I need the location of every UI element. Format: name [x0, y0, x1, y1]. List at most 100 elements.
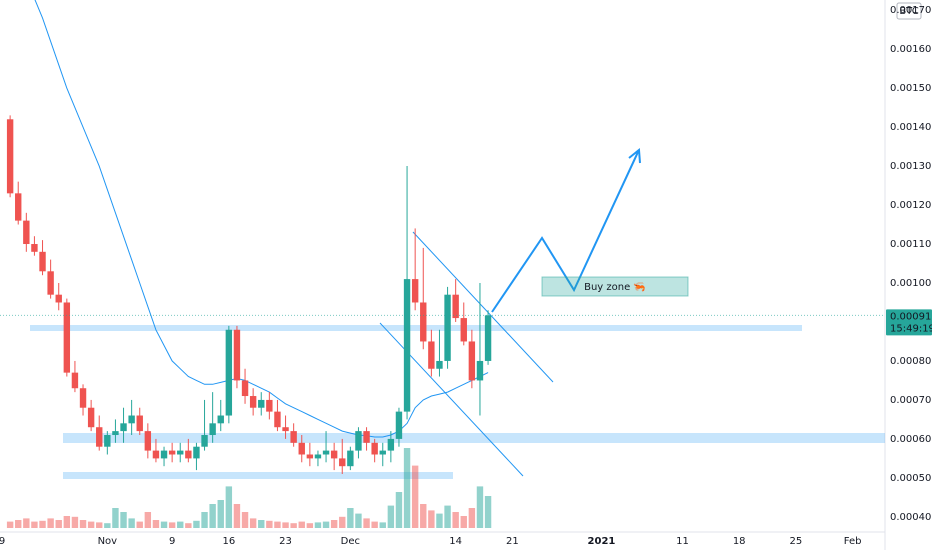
volume-bar [201, 512, 208, 528]
volume-bar [420, 504, 427, 528]
countdown-label: 15:49:19 [890, 323, 932, 334]
x-tick-label: 25 [790, 536, 803, 547]
candle-body [347, 450, 354, 467]
volume-bar [241, 512, 249, 528]
candle-body [436, 360, 443, 369]
volume-bar [6, 521, 14, 528]
volume-bar [411, 465, 419, 528]
volume-bar [39, 520, 46, 528]
volume-bar [428, 510, 435, 528]
volume-bar [168, 522, 176, 528]
volume-bar [330, 520, 338, 528]
candle-body [63, 302, 71, 373]
candle-body [136, 415, 143, 432]
candle-body [177, 450, 184, 455]
candle-body [39, 251, 46, 272]
x-tick-label: 23 [279, 536, 292, 547]
volume-bar [217, 500, 224, 528]
y-tick-label: 0.001700 [890, 5, 932, 16]
volume-bar [395, 492, 403, 528]
symbol-label: BTC [899, 6, 918, 17]
volume-bar [177, 521, 184, 528]
candle-body [403, 279, 411, 412]
volume-bar [209, 504, 216, 528]
volume-bar [15, 520, 22, 528]
candle-body [460, 318, 467, 342]
volume-bar [468, 508, 476, 528]
volume-bar [152, 520, 160, 528]
candle-body [395, 411, 403, 439]
volume-bar [87, 521, 95, 528]
candle-body [387, 438, 395, 451]
candle-body [15, 193, 22, 221]
candle-body [79, 388, 87, 408]
candle-body [87, 407, 95, 428]
candle-body [217, 415, 224, 424]
x-tick-label: Dec [341, 536, 360, 547]
volume-bar [363, 518, 370, 528]
volume-bar [160, 521, 168, 528]
candle-body [55, 294, 62, 303]
volume-bar [371, 521, 378, 528]
channel-line [379, 322, 524, 477]
buy-zone-label: Buy zone 🦐 [584, 282, 646, 293]
volume-bar [339, 516, 346, 528]
volume-bar [55, 520, 62, 528]
candle-body [363, 431, 370, 443]
candle-body [468, 341, 476, 381]
candle-body [282, 427, 289, 432]
volume-bar [128, 518, 135, 528]
candle-body [209, 423, 216, 436]
buy-zone-box [541, 276, 689, 297]
last-price-tag [886, 309, 932, 336]
volume-bar [225, 486, 233, 528]
volume-bar [47, 518, 54, 528]
candle-body [104, 435, 111, 447]
x-tick-label: 14 [449, 536, 462, 547]
candle-body [298, 442, 305, 455]
last-price-label: 0.000917 [890, 311, 932, 322]
volume-bar [233, 504, 241, 528]
projection-path [491, 151, 639, 313]
volume-bar [460, 516, 467, 528]
candle-body [96, 427, 103, 447]
volume-bar [63, 516, 71, 528]
candle-body [379, 450, 386, 455]
volume-bar [436, 513, 443, 528]
volume-bar [387, 505, 395, 528]
volume-bar [193, 520, 200, 528]
volume-bar [258, 520, 265, 528]
candle-body [120, 423, 127, 432]
volume-bar [71, 516, 79, 528]
volume-bar [306, 523, 314, 528]
candle-body [330, 450, 338, 459]
candle-body [6, 119, 14, 194]
x-tick-label: 11 [676, 536, 689, 547]
x-tick-label: 2021 [588, 536, 616, 547]
volume-bar [476, 486, 484, 528]
symbol-badge [896, 2, 922, 20]
candle-body [47, 271, 54, 295]
candle-body [266, 399, 273, 412]
candle-body [112, 431, 119, 436]
candle-body [193, 446, 200, 459]
drawings: Buy zone 🦐 [30, 148, 885, 479]
candle-body [476, 360, 484, 381]
volume-bar [31, 521, 38, 528]
volume-bar [112, 508, 119, 528]
candle-body [290, 431, 297, 443]
price-axis [885, 0, 932, 550]
x-tick-label: Nov [98, 536, 118, 547]
candle-body [152, 450, 160, 459]
volume-bar [79, 520, 87, 528]
support-zone [63, 472, 453, 479]
candle-body [185, 450, 192, 459]
volume-bar [96, 522, 103, 528]
x-tick-label: 18 [733, 536, 746, 547]
volume-bar [403, 448, 411, 528]
candle-body [23, 220, 30, 245]
